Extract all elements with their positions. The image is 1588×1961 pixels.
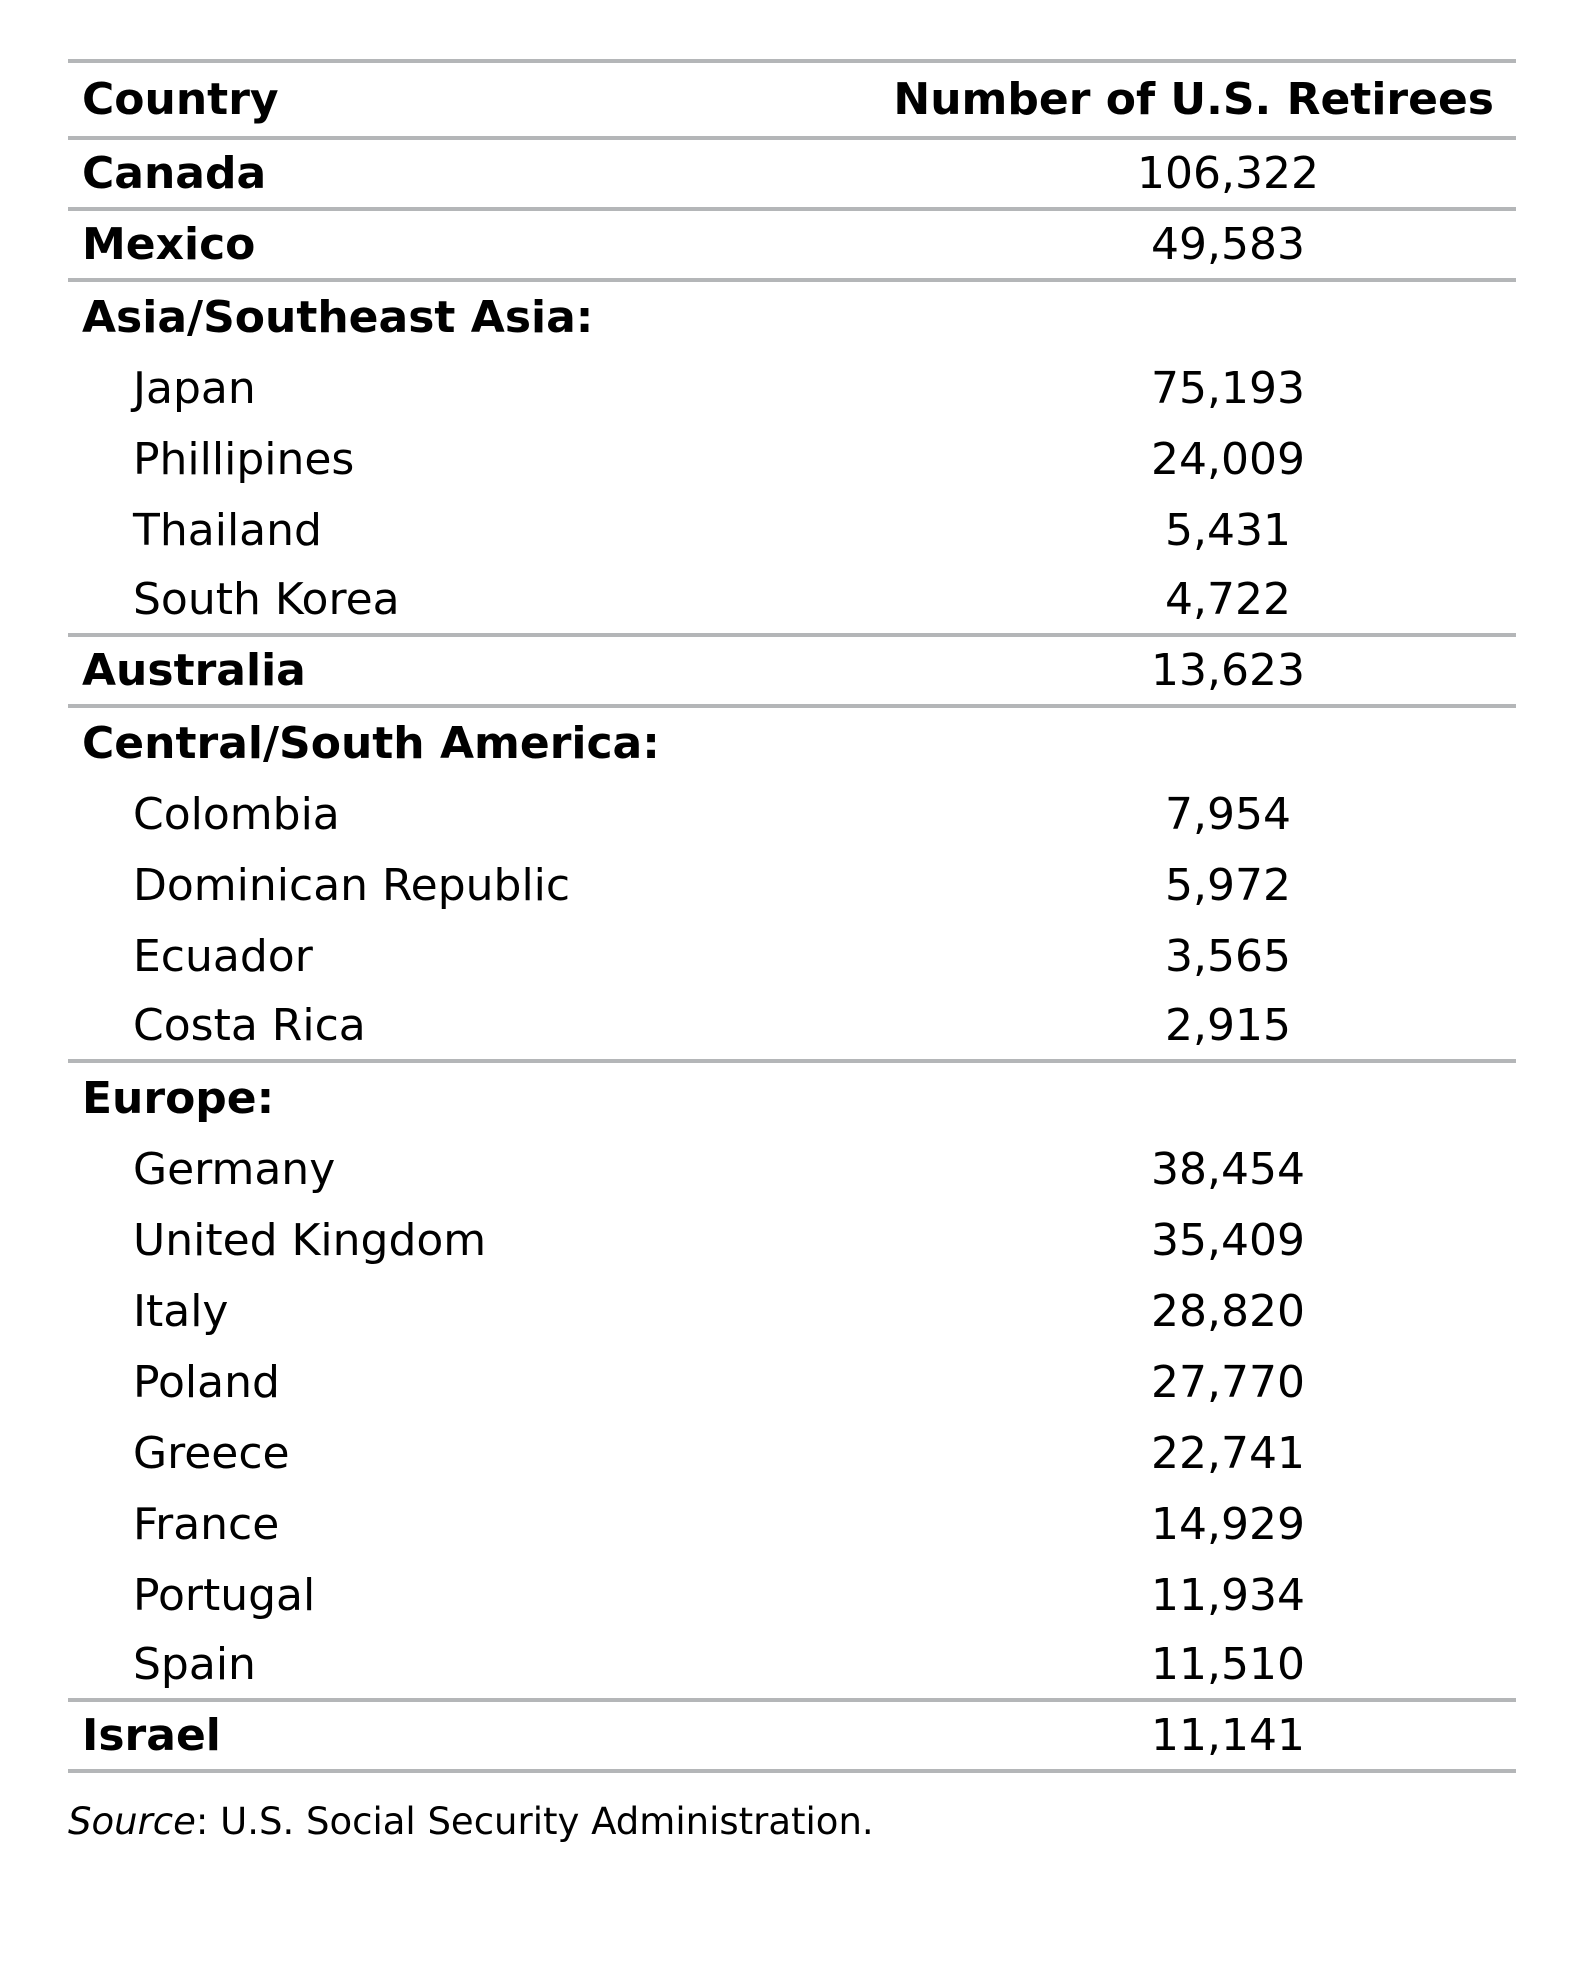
row-name: Italy bbox=[133, 1286, 229, 1337]
group-name: Asia/Southeast Asia: bbox=[82, 292, 594, 343]
table-row: Costa Rica 2,915 bbox=[68, 992, 1516, 1063]
table-row: United Kingdom 35,409 bbox=[68, 1205, 1516, 1276]
table-row: Thailand 5,431 bbox=[68, 495, 1516, 566]
row-name: Canada bbox=[82, 148, 267, 199]
row-name: Spain bbox=[133, 1639, 256, 1690]
header-country: Country bbox=[82, 74, 279, 125]
row-name: Mexico bbox=[82, 219, 256, 270]
table-row: Australia 13,623 bbox=[68, 637, 1516, 708]
row-value: 5,431 bbox=[1165, 505, 1291, 556]
row-name: Greece bbox=[133, 1428, 290, 1479]
row-name: Costa Rica bbox=[133, 1000, 366, 1051]
row-value: 24,009 bbox=[1151, 434, 1305, 485]
row-value: 13,623 bbox=[1151, 645, 1305, 696]
table-row: Canada 106,322 bbox=[68, 140, 1516, 211]
row-value: 49,583 bbox=[1151, 219, 1305, 270]
row-name: Phillipines bbox=[133, 434, 355, 485]
retirees-table: Country Number of U.S. Retirees Canada 1… bbox=[68, 59, 1516, 1773]
row-name: South Korea bbox=[133, 574, 400, 625]
group-name: Central/South America: bbox=[82, 718, 660, 769]
row-value: 27,770 bbox=[1151, 1357, 1305, 1408]
row-name: Israel bbox=[82, 1710, 221, 1761]
row-name: Germany bbox=[133, 1144, 336, 1195]
table-row: Mexico 49,583 bbox=[68, 211, 1516, 282]
row-name: Thailand bbox=[133, 505, 322, 556]
row-name: Ecuador bbox=[133, 931, 313, 982]
table-row: Poland 27,770 bbox=[68, 1347, 1516, 1418]
row-value: 106,322 bbox=[1137, 148, 1319, 199]
row-value: 35,409 bbox=[1151, 1215, 1305, 1266]
table-row: Phillipines 24,009 bbox=[68, 424, 1516, 495]
table-row: Colombia 7,954 bbox=[68, 779, 1516, 850]
group-header: Asia/Southeast Asia: bbox=[68, 282, 1516, 353]
row-value: 2,915 bbox=[1165, 1000, 1291, 1051]
table-row: Portugal 11,934 bbox=[68, 1560, 1516, 1631]
table-row: Spain 11,510 bbox=[68, 1631, 1516, 1702]
group-header: Europe: bbox=[68, 1063, 1516, 1134]
row-name: Japan bbox=[133, 363, 256, 414]
row-value: 11,510 bbox=[1151, 1639, 1305, 1690]
row-value: 4,722 bbox=[1165, 574, 1291, 625]
group-header: Central/South America: bbox=[68, 708, 1516, 779]
table-row: Italy 28,820 bbox=[68, 1276, 1516, 1347]
row-value: 11,141 bbox=[1151, 1710, 1305, 1761]
table-row: Dominican Republic 5,972 bbox=[68, 850, 1516, 921]
row-name: Colombia bbox=[133, 789, 340, 840]
row-name: France bbox=[133, 1499, 280, 1550]
row-value: 75,193 bbox=[1151, 363, 1305, 414]
row-value: 7,954 bbox=[1165, 789, 1291, 840]
table-row: France 14,929 bbox=[68, 1489, 1516, 1560]
header-retirees: Number of U.S. Retirees bbox=[893, 74, 1494, 125]
row-value: 5,972 bbox=[1165, 860, 1291, 911]
source-note: Source: U.S. Social Security Administrat… bbox=[68, 1800, 874, 1843]
table-row: South Korea 4,722 bbox=[68, 566, 1516, 637]
row-value: 22,741 bbox=[1151, 1428, 1305, 1479]
table-row: Israel 11,141 bbox=[68, 1702, 1516, 1773]
table-row: Greece 22,741 bbox=[68, 1418, 1516, 1489]
row-value: 3,565 bbox=[1165, 931, 1291, 982]
row-name: Dominican Republic bbox=[133, 860, 571, 911]
table-row: Japan 75,193 bbox=[68, 353, 1516, 424]
row-name: United Kingdom bbox=[133, 1215, 487, 1266]
table-header: Country Number of U.S. Retirees bbox=[68, 63, 1516, 140]
source-text: : U.S. Social Security Administration. bbox=[195, 1800, 874, 1843]
row-value: 14,929 bbox=[1151, 1499, 1305, 1550]
row-value: 28,820 bbox=[1151, 1286, 1305, 1337]
table-row: Ecuador 3,565 bbox=[68, 921, 1516, 992]
row-value: 38,454 bbox=[1151, 1144, 1305, 1195]
row-name: Portugal bbox=[133, 1570, 316, 1621]
row-name: Poland bbox=[133, 1357, 280, 1408]
source-label: Source bbox=[68, 1800, 196, 1843]
table-row: Germany 38,454 bbox=[68, 1134, 1516, 1205]
group-name: Europe: bbox=[82, 1073, 275, 1124]
row-value: 11,934 bbox=[1151, 1570, 1305, 1621]
row-name: Australia bbox=[82, 645, 306, 696]
